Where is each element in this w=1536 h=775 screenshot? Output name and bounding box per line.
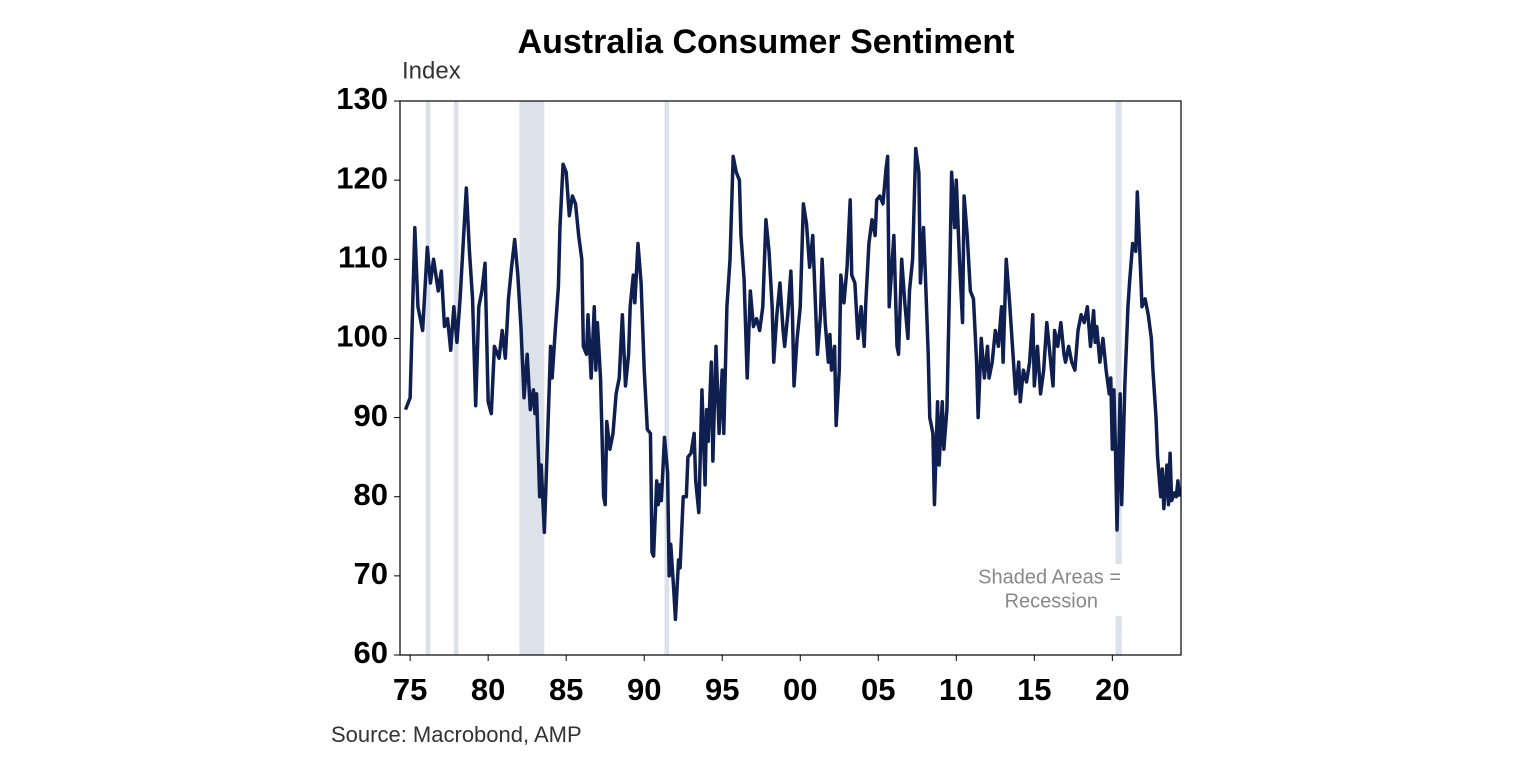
- x-tick-label: 20: [1095, 672, 1129, 707]
- y-tick-label: 90: [354, 398, 388, 433]
- x-tick-label: 00: [783, 672, 817, 707]
- recession-shade: [425, 101, 431, 655]
- y-tick-label: 110: [338, 239, 388, 274]
- source: Source: Macrobond, AMP: [331, 722, 582, 747]
- x-tick-label: 85: [549, 672, 583, 707]
- annotation: Recession: [1005, 590, 1098, 612]
- x-tick-label: 75: [393, 672, 427, 707]
- y-axis-label: Index: [402, 57, 461, 84]
- y-tick-label: 70: [354, 556, 388, 591]
- recession-shade: [1115, 101, 1122, 655]
- y-tick-label: 130: [336, 81, 388, 116]
- recession-shade: [453, 101, 459, 655]
- y-tick-label: 60: [354, 635, 388, 670]
- chart-title: Australia Consumer Sentiment: [518, 23, 1015, 61]
- annotation: Shaded Areas =: [978, 566, 1121, 588]
- y-tick-label: 120: [336, 160, 388, 195]
- line-series: [403, 146, 1182, 622]
- plot-frame: [399, 100, 1182, 656]
- x-tick-label: 05: [861, 672, 895, 707]
- x-tick-label: 90: [627, 672, 661, 707]
- x-tick-label: 10: [939, 672, 973, 707]
- x-tick-label: 95: [705, 672, 739, 707]
- x-tick-label: 80: [471, 672, 505, 707]
- y-tick-label: 80: [354, 477, 388, 512]
- x-tick-label: 15: [1017, 672, 1051, 707]
- recession-shade: [664, 101, 670, 655]
- annotation-bg: [960, 564, 1122, 616]
- y-tick-label: 100: [336, 319, 388, 354]
